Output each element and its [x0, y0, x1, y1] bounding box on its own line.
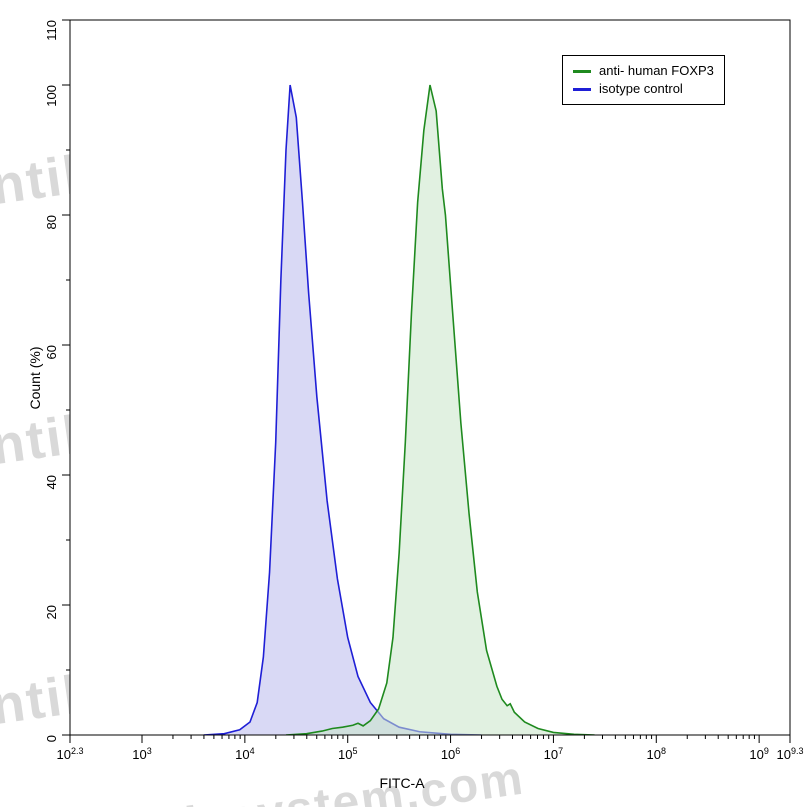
legend-label: anti- human FOXP3: [599, 62, 714, 80]
flow-cytometry-histogram: 102.3 103 104 105 106 107 108 109 109.3 0 20 40 60 80…: [0, 0, 804, 807]
x-tick-label: 105: [338, 746, 357, 762]
x-tick-label: 103: [132, 746, 151, 762]
legend-label: isotype control: [599, 80, 683, 98]
y-tick-label: 80: [44, 215, 59, 229]
x-axis-label: FITC-A: [379, 775, 424, 791]
y-tick-label: 60: [44, 345, 59, 359]
y-tick-label: 40: [44, 475, 59, 489]
x-tick-label: 104: [235, 746, 254, 762]
y-tick-label: 0: [44, 735, 59, 742]
y-tick-label: 100: [44, 85, 59, 107]
y-axis-label: Count (%): [27, 338, 43, 418]
x-tick-label: 106: [441, 746, 460, 762]
legend-item: isotype control: [573, 80, 714, 98]
x-tick-label: 108: [647, 746, 666, 762]
x-tick-label: 109: [749, 746, 768, 762]
x-tick-label: 102.3: [57, 746, 84, 762]
legend-swatch: [573, 70, 591, 73]
y-tick-label: 110: [44, 20, 59, 41]
x-tick-label: 109.3: [777, 746, 804, 762]
legend-swatch: [573, 88, 591, 91]
legend-item: anti- human FOXP3: [573, 62, 714, 80]
y-tick-label: 20: [44, 605, 59, 619]
legend: anti- human FOXP3isotype control: [562, 55, 725, 105]
x-tick-label: 107: [544, 746, 563, 762]
